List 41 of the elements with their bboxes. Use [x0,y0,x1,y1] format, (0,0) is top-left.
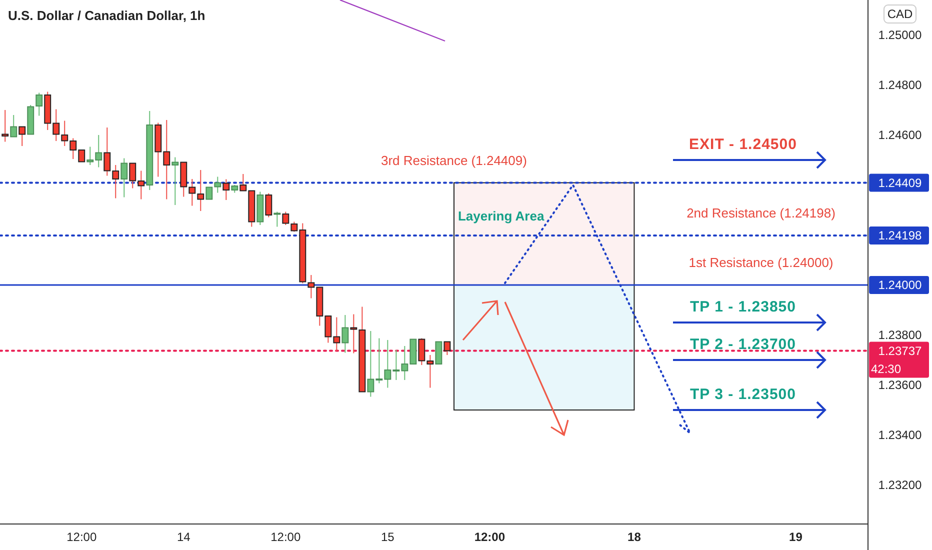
x-tick-label: 18 [628,530,642,544]
ref-line-label: 1.23737 [878,344,922,358]
x-tick-label: 19 [789,530,803,544]
candlestick [444,341,451,356]
x-tick-label: 12:00 [66,530,97,544]
candlestick [18,126,26,146]
candlestick [265,192,272,218]
ref-line-label: 1.24409 [878,176,922,190]
y-tick-label: 1.23800 [878,328,922,342]
candlestick [120,158,128,198]
ref-line-label: TP 1 - 1.23850 [690,298,796,316]
text: 42:30 [870,362,902,376]
annotation: 1st Resistance (1.24000) [688,255,834,270]
ref-line-label: TP 2 - 1.23700 [690,336,796,353]
annotation: 3rd Resistance (1.24409) [380,152,527,168]
y-tick-label: 1.24600 [878,128,922,142]
ref-line-label: 1.24000 [878,278,922,292]
y-axis-title: CAD [887,7,913,21]
candlestick [342,314,349,354]
candlestick [172,156,179,206]
candlestick [274,211,281,228]
y-tick-label: 1.23600 [878,378,922,392]
ref-line-label: 1.24198 [878,228,922,242]
y-tick-label: 1.23200 [878,478,922,492]
candlestick [10,114,18,138]
y-tick-label: 1.25000 [878,28,922,42]
x-tick-label: 12:00 [270,530,301,544]
annotation: 2nd Resistance (1.24198) [686,206,836,220]
x-tick-label: 14 [176,530,191,544]
text: U.S. Dollar / Canadian Dollar, 1h [8,8,206,23]
y-tick-label: 1.24800 [878,78,922,92]
candlestick [222,178,230,200]
candlestick [435,341,442,364]
candlestick [2,110,9,142]
ref-line-label: EXIT - 1.24500 [689,136,797,153]
y-tick-label: 1.23400 [878,428,922,442]
candlestick [36,92,43,116]
annotation: Layering Area [458,208,545,224]
x-tick-label: 15 [380,530,395,544]
ref-line-label: TP 3 - 1.23500 [690,386,796,403]
x-tick-label: 12:00 [474,530,506,544]
